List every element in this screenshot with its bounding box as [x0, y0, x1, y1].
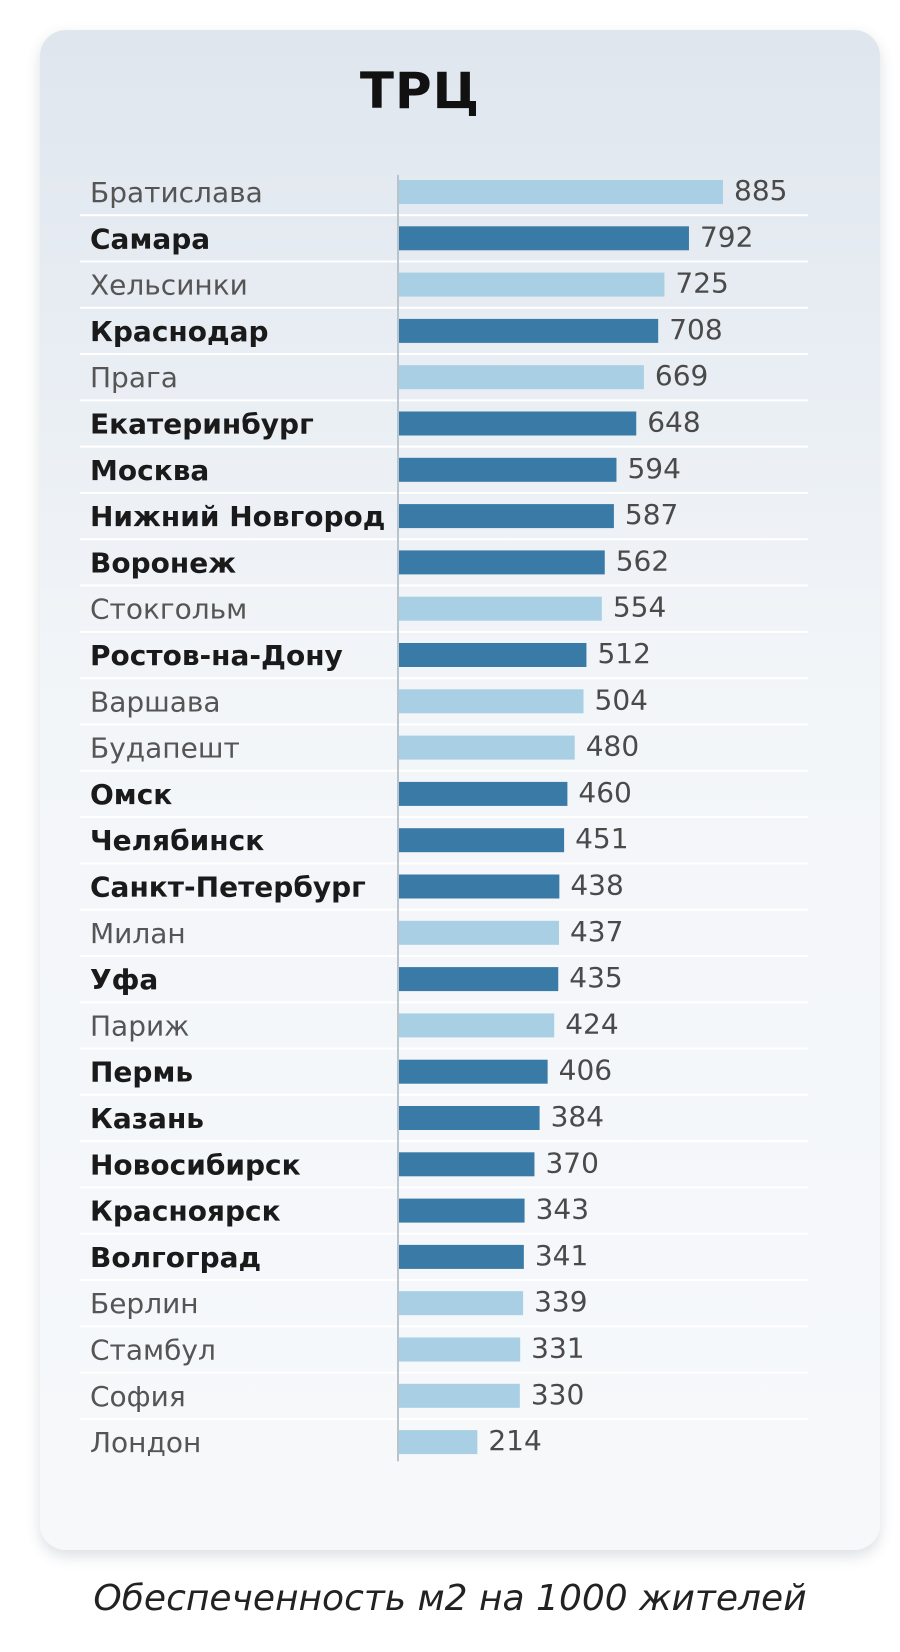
category-label: Москва: [90, 454, 209, 487]
bar: [399, 504, 614, 529]
category-label: Казань: [90, 1102, 204, 1135]
category-label: Екатеринбург: [90, 408, 314, 441]
bar: [399, 1152, 535, 1177]
category-label: Уфа: [90, 963, 158, 996]
bar: [399, 457, 617, 482]
data-label: 330: [531, 1378, 584, 1411]
category-label: Стамбул: [90, 1334, 216, 1367]
bar: [399, 781, 568, 806]
category-label: Воронеж: [90, 546, 236, 579]
data-label: 512: [597, 637, 650, 670]
category-label: Братислава: [90, 176, 263, 209]
data-label: 669: [655, 359, 708, 392]
bar: [399, 318, 659, 343]
category-label: Прага: [90, 361, 178, 394]
bar: [399, 1059, 548, 1084]
category-label: Ростов-на-Дону: [90, 639, 343, 672]
data-label: 460: [578, 776, 631, 809]
bar: [399, 1291, 524, 1316]
category-label: Волгоград: [90, 1241, 261, 1274]
chart-title: ТРЦ: [359, 62, 481, 120]
category-label: Пермь: [90, 1056, 193, 1089]
bar: [399, 1198, 525, 1223]
data-label: 725: [675, 267, 728, 300]
bar: [399, 735, 575, 760]
category-label: Нижний Новгород: [90, 500, 385, 533]
category-label: Хельсинки: [90, 269, 248, 302]
category-label: Новосибирск: [90, 1148, 301, 1181]
bar: [399, 689, 584, 714]
bar: [399, 272, 665, 297]
data-label: 708: [669, 313, 722, 346]
data-label: 406: [559, 1054, 612, 1087]
category-label: Лондон: [90, 1426, 201, 1459]
data-label: 435: [569, 961, 622, 994]
category-label: Будапешт: [90, 732, 240, 765]
category-label: Челябинск: [90, 824, 264, 857]
bar: [399, 1244, 524, 1269]
data-label: 343: [536, 1193, 589, 1226]
data-label: 562: [616, 544, 669, 577]
bar: [399, 643, 587, 667]
bar: [399, 874, 560, 899]
bar: [399, 1013, 555, 1038]
data-label: 594: [627, 452, 680, 485]
bar: [399, 920, 559, 945]
category-label: Берлин: [90, 1287, 199, 1320]
category-label: Санкт-Петербург: [90, 871, 366, 904]
bar: [399, 180, 723, 204]
data-label: 792: [700, 220, 753, 253]
bar: [399, 828, 565, 853]
bar: [399, 1337, 521, 1362]
data-label: 370: [545, 1146, 598, 1179]
category-label: Омск: [90, 778, 172, 811]
data-label: 424: [565, 1007, 618, 1040]
bar: [399, 1383, 520, 1408]
data-label: 451: [575, 822, 628, 855]
data-label: 554: [613, 591, 666, 624]
data-label: 339: [534, 1285, 587, 1318]
data-label: 648: [647, 406, 700, 439]
chart-footnote: Обеспеченность м2 на 1000 жителей: [93, 1578, 807, 1619]
category-label: Краснодар: [90, 315, 269, 348]
data-label: 384: [551, 1100, 604, 1133]
bar: [399, 967, 559, 992]
bar: [399, 1106, 540, 1130]
category-label: Милан: [90, 917, 186, 950]
category-label: Варшава: [90, 685, 221, 718]
category-label: Самара: [90, 222, 210, 255]
data-label: 587: [625, 498, 678, 531]
bar: [399, 365, 644, 390]
data-label: 437: [570, 915, 623, 948]
data-label: 885: [734, 174, 787, 207]
category-label: Стокгольм: [90, 593, 247, 626]
bar: [399, 596, 602, 621]
category-label: Красноярск: [90, 1195, 281, 1228]
bar: [399, 411, 637, 436]
data-label: 504: [595, 683, 648, 716]
bar: [399, 550, 605, 575]
data-label: 331: [531, 1332, 584, 1365]
category-label: София: [90, 1380, 186, 1413]
bar: [399, 226, 689, 251]
data-label: 438: [570, 869, 623, 902]
bar: [399, 1430, 478, 1455]
data-label: 341: [535, 1239, 588, 1272]
data-label: 480: [586, 730, 639, 763]
data-label: 214: [488, 1424, 541, 1457]
category-label: Париж: [90, 1009, 189, 1042]
